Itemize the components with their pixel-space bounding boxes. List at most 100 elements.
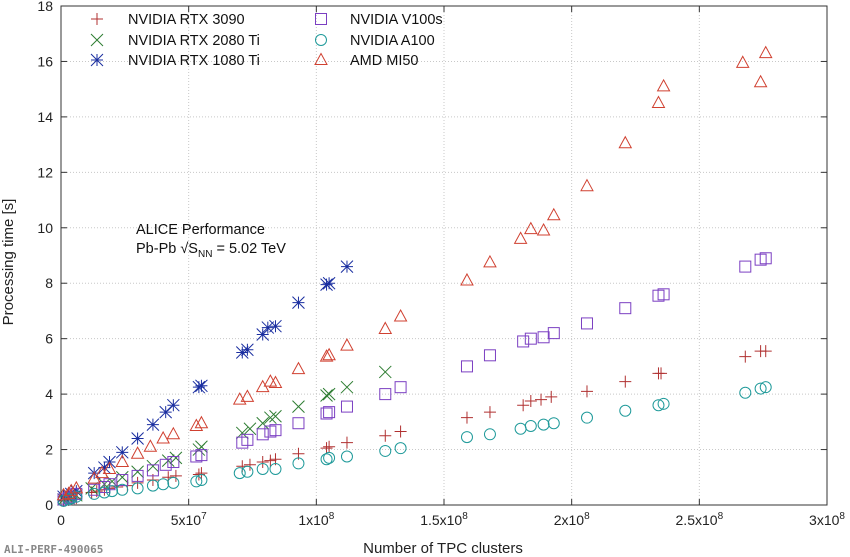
data-point — [130, 446, 145, 459]
data-point — [514, 422, 527, 435]
data-point — [115, 470, 129, 484]
data-point — [517, 335, 530, 348]
data-point — [264, 454, 277, 467]
data-point — [340, 436, 353, 449]
data-point — [241, 343, 254, 357]
data-point — [146, 459, 160, 473]
data-point — [269, 424, 282, 437]
data-point — [322, 387, 336, 401]
data-point — [264, 411, 277, 425]
data-point — [269, 409, 282, 423]
data-point — [739, 260, 752, 273]
data-point — [320, 442, 333, 455]
data-point — [656, 78, 671, 92]
data-point — [759, 345, 772, 358]
data-point — [195, 449, 208, 462]
series-nvidia-a100 — [57, 381, 772, 507]
data-points — [56, 45, 773, 507]
data-point — [167, 456, 180, 469]
data-point — [545, 390, 558, 403]
data-point — [70, 490, 83, 503]
data-point — [241, 433, 254, 446]
data-point — [320, 407, 333, 420]
annotation-energy-suffix: = 5.02 TeV — [212, 241, 286, 257]
x-tick-label: 2x108 — [554, 511, 590, 528]
data-point — [292, 457, 305, 470]
legend-label: NVIDIA RTX 2080 Ti — [128, 33, 260, 49]
data-point — [143, 439, 158, 452]
data-point — [131, 432, 144, 445]
figure-id-label: ALI-PERF-490065 — [4, 543, 103, 556]
legend-marker — [315, 34, 327, 46]
data-point — [460, 411, 473, 424]
data-point — [322, 347, 336, 361]
data-point — [241, 465, 254, 478]
data-point — [651, 95, 666, 109]
data-point — [116, 483, 129, 496]
legend-marker — [90, 33, 104, 47]
data-point — [256, 428, 269, 441]
data-point — [131, 465, 144, 479]
legend-label: NVIDIA RTX 3090 — [128, 12, 245, 28]
x-tick-label: 2.5x108 — [676, 511, 724, 528]
data-point — [106, 485, 119, 498]
data-point — [340, 380, 354, 394]
y-tick-label: 18 — [37, 0, 53, 14]
data-point — [460, 431, 473, 444]
data-point — [759, 381, 772, 394]
data-point — [319, 349, 334, 362]
data-point — [57, 494, 70, 507]
data-point — [189, 418, 204, 431]
data-point — [169, 469, 182, 482]
legend-marker — [91, 13, 103, 25]
data-point — [98, 486, 111, 499]
y-tick-label: 2 — [45, 442, 53, 458]
data-point — [657, 288, 670, 301]
data-point — [232, 392, 247, 405]
data-point — [537, 331, 550, 344]
y-axis-title: Processing time [s] — [0, 199, 17, 326]
data-point — [256, 462, 269, 475]
data-point — [547, 327, 560, 340]
data-point — [169, 451, 183, 465]
annotation-line-1: ALICE Performance — [136, 222, 265, 238]
data-point — [243, 422, 257, 436]
data-point — [131, 469, 144, 482]
data-point — [195, 379, 208, 393]
data-point — [378, 365, 392, 379]
data-point — [292, 417, 305, 430]
data-point — [657, 397, 670, 410]
y-tick-label: 14 — [37, 109, 53, 125]
data-point — [320, 453, 333, 466]
data-point — [340, 450, 353, 463]
series-nvidia-rtx-2080-ti — [57, 365, 392, 506]
data-point — [195, 467, 208, 480]
data-point — [394, 425, 407, 438]
data-point — [735, 55, 750, 68]
data-point — [268, 375, 283, 389]
y-tick-label: 6 — [45, 331, 53, 347]
data-point — [378, 321, 393, 334]
data-point — [580, 385, 593, 398]
x-tick-label: 1x108 — [298, 511, 334, 528]
data-point — [523, 221, 538, 235]
y-tick-label: 10 — [37, 220, 53, 236]
data-point — [131, 482, 144, 495]
data-point — [146, 418, 160, 431]
data-point — [619, 302, 632, 315]
y-tick-label: 12 — [37, 164, 53, 180]
data-point — [524, 332, 537, 345]
data-point — [652, 399, 665, 412]
data-point — [159, 458, 172, 471]
legend-marker — [315, 13, 327, 25]
data-point — [157, 478, 170, 491]
data-point — [483, 254, 497, 268]
legend: NVIDIA RTX 3090 NVIDIA RTX 2080 Ti NVIDIA … — [90, 12, 443, 69]
x-tick-label: 0 — [57, 512, 65, 528]
x-tick-label: 3x108 — [809, 511, 845, 528]
data-point — [379, 444, 392, 457]
data-point — [88, 487, 101, 500]
data-point — [235, 346, 249, 359]
data-point — [146, 479, 159, 492]
